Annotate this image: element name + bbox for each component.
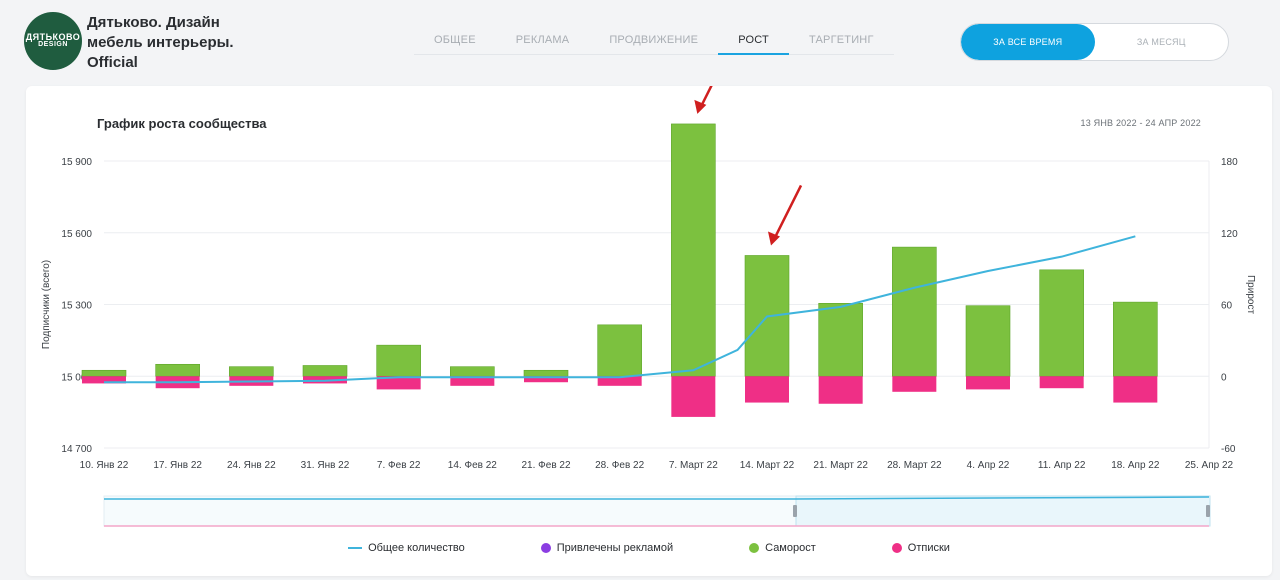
unsubs-bar [1113, 376, 1158, 403]
growth-bar [229, 366, 274, 377]
growth-bar [892, 246, 937, 377]
tab-promotion[interactable]: ПРОДВИЖЕНИЕ [609, 34, 699, 46]
growth-bar [376, 344, 421, 377]
y-left-axis-label: Подписчики (всего) [41, 260, 52, 349]
period-all-time-button[interactable]: ЗА ВСЕ ВРЕМЯ [961, 24, 1095, 60]
y-right-tick-label: 120 [1221, 229, 1238, 240]
legend-item-ads[interactable]: Привлечены рекламой [540, 542, 674, 554]
unsubs-bar [966, 376, 1010, 390]
period-toggle: ЗА ВСЕ ВРЕМЯ ЗА МЕСЯЦ [960, 23, 1229, 61]
highlight-arrow-head [768, 231, 780, 246]
tab-ads[interactable]: РЕКЛАМА [515, 34, 570, 46]
tab-general[interactable]: ОБЩЕЕ [434, 34, 476, 46]
legend-dot-marker [891, 543, 902, 553]
unsubs-bar [524, 376, 568, 383]
stats-tabs: ОБЩЕЕ РЕКЛАМА ПРОДВИЖЕНИЕ РОСТ ТАРГЕТИНГ [414, 30, 894, 55]
unsubs-bar [82, 376, 126, 384]
x-tick-label: 7. Фев 22 [377, 460, 421, 471]
x-tick-label: 17. Янв 22 [153, 460, 202, 471]
legend-label: Общее количество [368, 542, 465, 554]
growth-bar [81, 369, 127, 377]
y-right-tick-label: -60 [1221, 444, 1236, 455]
unsubs-bar [376, 376, 421, 390]
navigator-handle-left [793, 505, 797, 517]
growth-bar [302, 365, 348, 377]
x-tick-label: 24. Янв 22 [227, 460, 276, 471]
header: ДЯТЬКОВО DESIGN Дятьково. Дизайн мебель … [0, 0, 1280, 80]
logo-text: ДЯТЬКОВО DESIGN [26, 33, 81, 49]
chart-legend: Общее количество Привлечены рекламой Сам… [26, 542, 1272, 554]
y-right-tick-label: 180 [1221, 157, 1238, 168]
growth-bar [155, 363, 200, 377]
unsubs-bar [745, 376, 789, 403]
growth-bar [965, 305, 1011, 377]
y-right-axis-label: Прирост [1245, 275, 1256, 314]
community-logo[interactable]: ДЯТЬКОВО DESIGN [24, 12, 82, 70]
legend-dot-marker [749, 543, 760, 553]
legend-label: Отписки [907, 542, 950, 554]
x-tick-label: 4. Апр 22 [967, 460, 1010, 471]
x-tick-label: 21. Фев 22 [521, 460, 570, 471]
unsubs-bar [597, 376, 642, 386]
unsubs-bar [450, 376, 495, 386]
x-tick-label: 25. Апр 22 [1185, 460, 1234, 471]
growth-bar [671, 123, 716, 377]
legend-item-total[interactable]: Общее количество [348, 542, 465, 554]
growth-bar [1113, 301, 1158, 377]
growth-bar [818, 303, 863, 377]
y-left-tick-label: 14 700 [61, 444, 92, 455]
navigator-handle-right [1206, 505, 1210, 517]
logo-text-bottom: DESIGN [38, 41, 68, 48]
legend-label: Саморост [765, 542, 816, 554]
logo-text-top: ДЯТЬКОВО [25, 32, 81, 42]
x-tick-label: 31. Янв 22 [301, 460, 350, 471]
unsubs-bar [818, 376, 863, 404]
y-left-tick-label: 15 000 [61, 372, 92, 383]
growth-bar [1039, 269, 1084, 377]
growth-bar [523, 369, 569, 377]
growth-chart-card: График роста сообщества 13 ЯНВ 2022 - 24… [26, 86, 1272, 576]
tab-targeting[interactable]: ТАРГЕТИНГ [808, 34, 874, 46]
x-tick-label: 11. Апр 22 [1038, 460, 1086, 471]
y-left-tick-label: 15 600 [61, 229, 92, 240]
navigator-selection [795, 495, 1211, 527]
unsubs-bar [1039, 376, 1084, 389]
unsubs-bar [892, 376, 937, 392]
date-range: 13 ЯНВ 2022 - 24 АПР 2022 [1080, 118, 1201, 128]
y-left-tick-label: 15 300 [61, 301, 92, 312]
navigator-total-line [104, 496, 1210, 500]
y-right-tick-label: 60 [1221, 301, 1233, 312]
x-tick-label: 14. Фев 22 [448, 460, 497, 471]
highlight-arrow-shaft [773, 184, 803, 239]
x-tick-label: 14. Март 22 [740, 460, 795, 471]
community-name: Дятьково. Дизайн мебель интерьеры. Offic… [87, 14, 234, 71]
legend-item-growth[interactable]: Саморост [749, 542, 816, 554]
total-count-line [104, 235, 1136, 384]
legend-line-marker [348, 547, 363, 549]
unsubs-bar [671, 376, 716, 417]
x-tick-label: 28. Март 22 [887, 460, 942, 471]
legend-label: Привлечены рекламой [556, 542, 674, 554]
x-tick-label: 21. Март 22 [813, 460, 868, 471]
period-month-button[interactable]: ЗА МЕСЯЦ [1136, 37, 1186, 47]
chart-title: График роста сообщества [97, 116, 267, 131]
legend-dot-marker [540, 543, 551, 553]
highlight-arrow-shaft [700, 86, 713, 107]
x-tick-label: 7. Март 22 [669, 460, 718, 471]
growth-bar [597, 324, 642, 377]
x-tick-label: 28. Фев 22 [595, 460, 644, 471]
y-left-tick-label: 15 900 [61, 157, 92, 168]
y-right-tick-label: 0 [1221, 372, 1227, 383]
legend-item-unsubs[interactable]: Отписки [891, 542, 950, 554]
x-tick-label: 10. Янв 22 [80, 460, 129, 471]
tab-growth[interactable]: РОСТ [718, 30, 789, 55]
growth-chart: 15 900 15 600 15 300 15 000 14 700 180 120 60 0 -… [41, 86, 1256, 527]
highlight-arrow-head [694, 99, 707, 114]
growth-bar [450, 366, 495, 377]
x-tick-label: 18. Апр 22 [1111, 460, 1160, 471]
